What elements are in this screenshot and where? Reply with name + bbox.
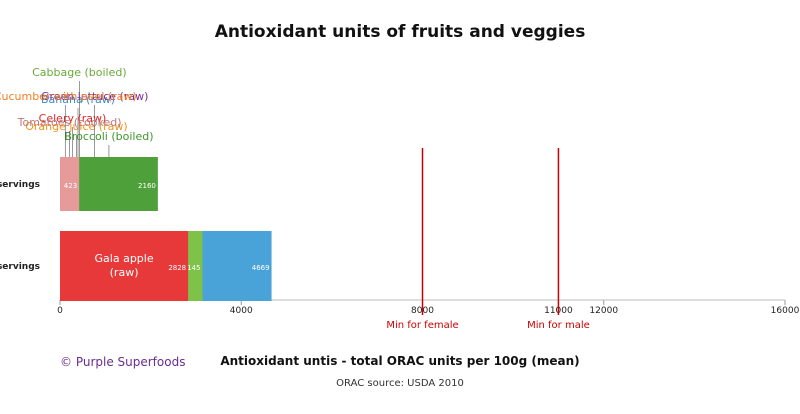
ref-label-0: Min for female bbox=[386, 320, 458, 331]
x-tick-label-1: 4000 bbox=[230, 306, 253, 316]
credit-text: © Purple Superfoods bbox=[60, 355, 186, 369]
segment-name-s5: Broccoli (boiled) bbox=[64, 130, 153, 143]
x-tick-label-4: 12000 bbox=[589, 306, 618, 316]
row-label-0: 9 servings bbox=[0, 180, 40, 190]
bar-value-r1-s1: 4669 bbox=[252, 264, 270, 272]
ref-label-1: Min for male bbox=[527, 320, 590, 331]
segment-name-s0: Orange juice (raw) bbox=[25, 120, 127, 133]
x-tick-label-0: 0 bbox=[57, 306, 63, 316]
bar-value-r0-s5: 2160 bbox=[138, 182, 156, 190]
segment-name-s2: Cabbage (boiled) bbox=[32, 66, 127, 79]
segment-name-s4: Celery (raw) bbox=[39, 112, 107, 125]
x-axis-title: Antioxidant untis - total ORAC units per… bbox=[220, 354, 580, 368]
bar-value-r0-s7: 423 bbox=[64, 182, 77, 190]
source-note: ORAC source: USDA 2010 bbox=[336, 378, 464, 389]
chart-title: Antioxidant units of fruits and veggies bbox=[214, 22, 586, 42]
bar-segment-r0-s7 bbox=[60, 157, 80, 211]
bar-value-r1-s2: 3145 bbox=[183, 264, 201, 272]
x-tick-label-5: 16000 bbox=[771, 306, 800, 316]
bar-segment-r1-s4 bbox=[60, 231, 189, 301]
segment-name-s6: Cucumber with peel (raw) bbox=[0, 90, 137, 103]
segment-name-s3: Green lettuce (raw) bbox=[41, 90, 148, 103]
segment-name-s7: Tomatoes (cooked) bbox=[17, 116, 122, 129]
row-label-1: 5 servings bbox=[0, 262, 40, 272]
segment-name-s1: Banana (raw) bbox=[41, 93, 115, 106]
bar-name-r1-s4-l1: (raw) bbox=[110, 266, 139, 279]
bar-name-r1-s4-l0: Gala apple bbox=[95, 252, 154, 265]
bar-value-r1-s4: 2828 bbox=[168, 264, 186, 272]
